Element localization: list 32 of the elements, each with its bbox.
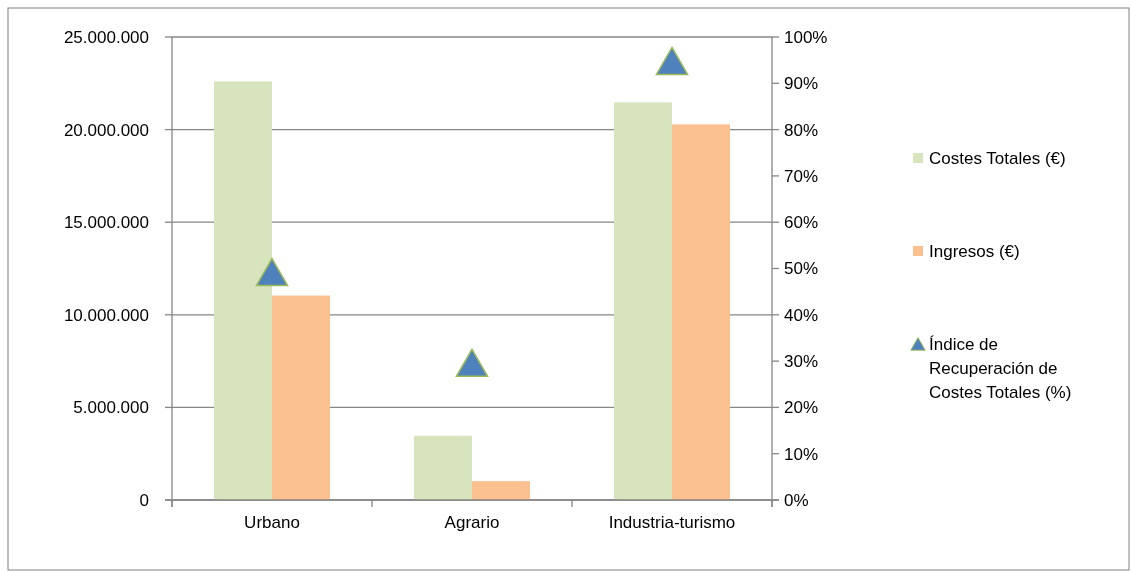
bar: [272, 295, 330, 500]
y2-tick-label: 100%: [784, 27, 828, 47]
y-tick-label: 25.000.000: [63, 27, 149, 47]
y2-tick-label: 50%: [784, 259, 819, 279]
y2-tick-label: 30%: [784, 352, 819, 372]
y2-tick-label: 70%: [784, 166, 819, 186]
bar: [672, 124, 730, 500]
y2-tick-label: 80%: [784, 120, 819, 140]
legend-label: Índice de Recuperación de Costes Totales (%): [929, 335, 1072, 402]
legend-label: Ingresos (€): [929, 242, 1020, 261]
x-tick-label: Agrario: [444, 513, 500, 532]
y2-tick-label: 10%: [784, 444, 819, 464]
y2-tick-label: 60%: [784, 213, 819, 233]
legend-label: Costes Totales (€): [929, 149, 1066, 168]
y-tick-label: 20.000.000: [63, 120, 149, 140]
y2-tick-label: 40%: [784, 305, 819, 325]
y-tick-label: 15.000.000: [63, 213, 149, 233]
point: [455, 348, 489, 378]
y2-tick-label: 90%: [784, 74, 819, 94]
point: [255, 257, 289, 287]
bar: [214, 81, 272, 500]
x-tick-label: Urbano: [244, 513, 300, 532]
y-tick-label: 0: [139, 490, 149, 510]
y-tick-label: 10.000.000: [63, 305, 149, 325]
y2-tick-label: 20%: [784, 398, 819, 418]
bar: [614, 102, 672, 500]
point: [655, 46, 689, 76]
y2-tick-label: 0%: [784, 490, 809, 510]
bar: [472, 481, 530, 500]
y-tick-label: 5.000.000: [73, 398, 149, 418]
bar: [414, 435, 472, 500]
x-tick-label: Industria-turismo: [608, 513, 736, 532]
